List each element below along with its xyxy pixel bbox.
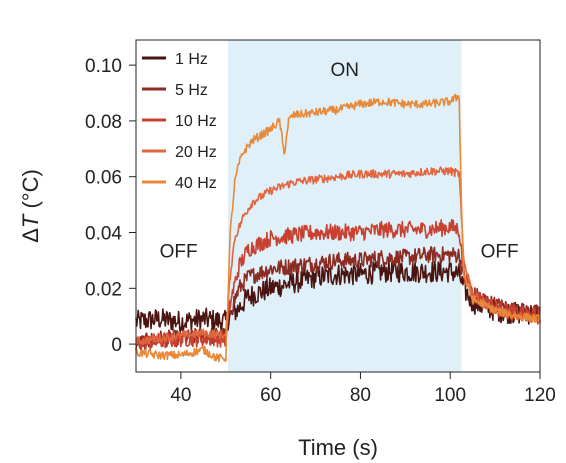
legend-label: 5 Hz xyxy=(175,82,208,99)
y-axis-title-prefix: Δ xyxy=(18,228,43,243)
y-tick-label: 0.06 xyxy=(85,168,122,189)
x-tick-label: 100 xyxy=(434,385,466,406)
plot-frame xyxy=(135,39,541,373)
y-tick-label: 0 xyxy=(111,335,122,356)
region-label-off-right: OFF xyxy=(481,242,519,263)
series-line-1 xyxy=(135,259,541,334)
x-tick-label: 80 xyxy=(350,385,371,406)
series-line-4 xyxy=(135,166,541,345)
shaded-on-region xyxy=(228,40,462,372)
y-tick-label: 0.08 xyxy=(85,112,122,133)
legend-label: 20 Hz xyxy=(175,144,217,161)
x-tick-label: 120 xyxy=(524,385,556,406)
x-tick-label: 40 xyxy=(170,385,191,406)
y-axis-title: ΔT (°C) xyxy=(18,169,43,243)
region-label-off-left: OFF xyxy=(160,242,198,263)
legend: 1 Hz 5 Hz 10 Hz 20 Hz 40 Hz xyxy=(142,51,217,192)
legend-label: 1 Hz xyxy=(175,51,208,68)
legend-label: 40 Hz xyxy=(175,175,217,192)
legend-label: 10 Hz xyxy=(175,113,217,130)
region-label-on: ON xyxy=(330,60,359,81)
series-line-5 xyxy=(135,93,541,363)
y-axis-title-variable: T xyxy=(18,213,43,228)
y-tick-label: 0.02 xyxy=(85,279,122,300)
y-tick-label: 0.04 xyxy=(85,224,122,245)
ticks-layer: 40 60 80 100 120 0 0.02 0.04 0.06 0.08 0.10 xyxy=(85,56,556,406)
y-tick-label: 0.10 xyxy=(85,56,122,77)
y-axis-title-suffix: (°C) xyxy=(18,169,43,214)
x-axis-title: Time (s) xyxy=(298,435,378,460)
series-layer xyxy=(135,93,541,363)
x-tick-label: 60 xyxy=(260,385,281,406)
